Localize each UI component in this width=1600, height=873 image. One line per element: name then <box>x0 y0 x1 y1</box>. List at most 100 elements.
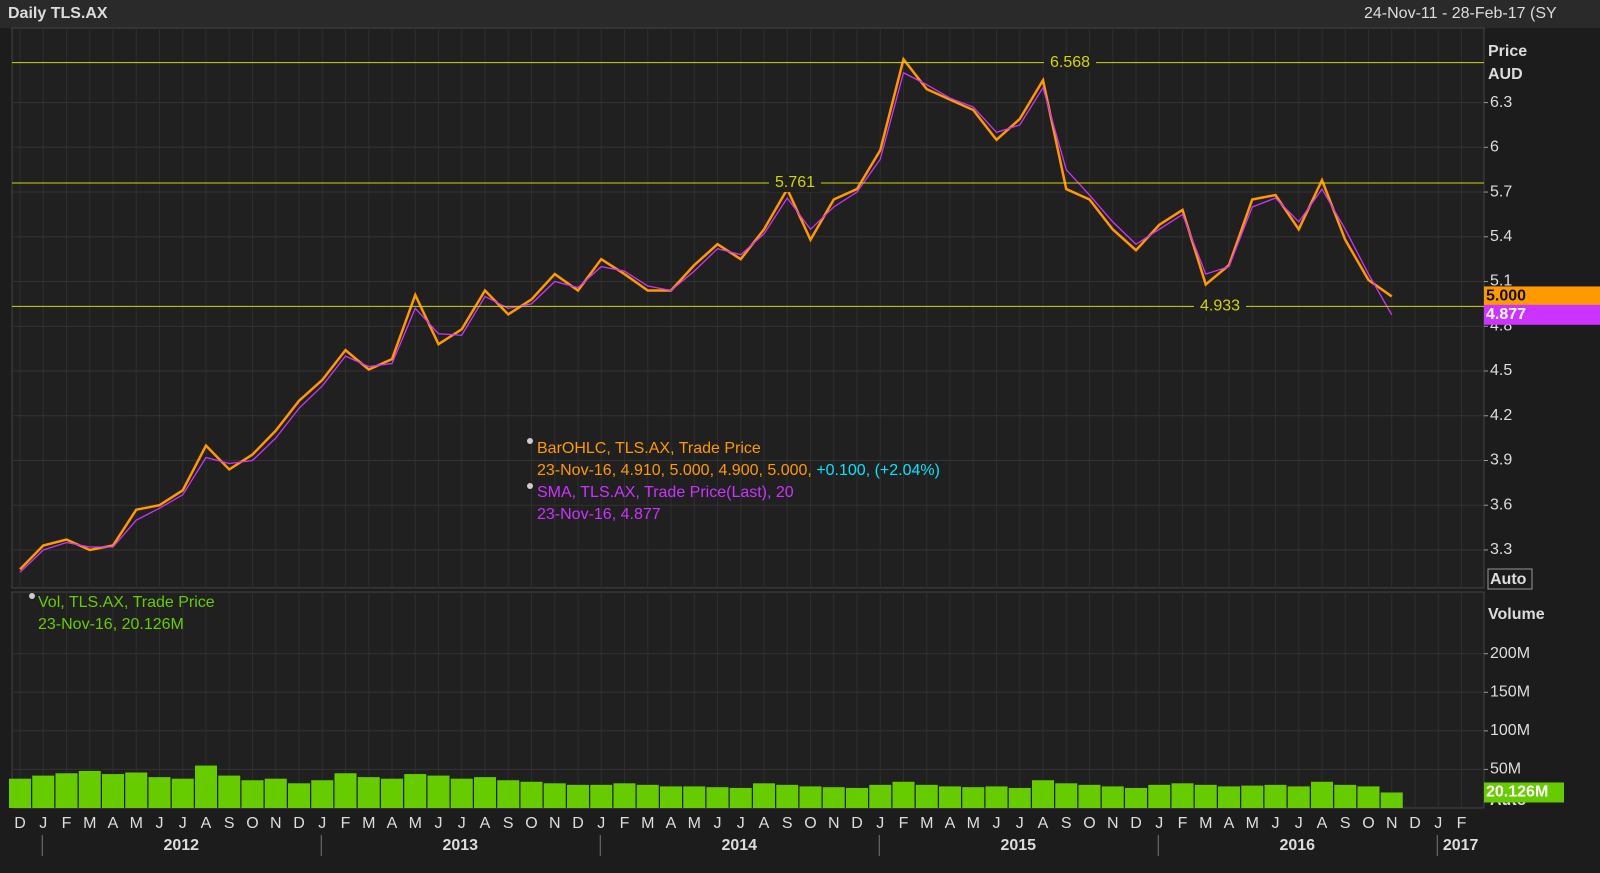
reference-label: 5.761 <box>775 174 815 191</box>
x-year-label: 2017 <box>1443 837 1479 854</box>
x-month-label: D <box>293 815 305 832</box>
last-value-label: 20.126M <box>1486 784 1548 801</box>
volume-bar <box>729 787 752 808</box>
auto-button-label[interactable]: Auto <box>1490 571 1527 588</box>
y-tick-label: 3.9 <box>1490 452 1512 469</box>
last-value-label: 4.877 <box>1486 306 1526 323</box>
x-year-label: 2015 <box>1000 837 1036 854</box>
x-month-label: J <box>39 815 47 832</box>
x-month-label: A <box>1317 815 1328 832</box>
y-tick-label: 50M <box>1490 761 1521 778</box>
volume-bar <box>9 778 31 808</box>
volume-bar <box>195 765 217 808</box>
y-axis-title: Volume <box>1488 606 1545 623</box>
x-month-label: O <box>246 815 258 832</box>
x-month-label: F <box>341 815 351 832</box>
volume-bar <box>1008 787 1031 808</box>
x-month-label: F <box>899 815 909 832</box>
volume-bar <box>869 784 892 808</box>
volume-bar <box>1125 787 1147 808</box>
x-month-label: J <box>156 815 164 832</box>
x-month-label: F <box>620 815 630 832</box>
volume-bar <box>706 787 729 808</box>
x-month-label: A <box>666 815 677 832</box>
legend-icon[interactable] <box>29 593 35 599</box>
x-month-label: N <box>1386 815 1398 832</box>
x-year-label: 2014 <box>721 837 757 854</box>
volume-bar <box>125 772 148 808</box>
legend-name: BarOHLC, TLS.AX, Trade Price <box>537 440 761 457</box>
reference-label-bg <box>1044 53 1096 72</box>
reference-label-bg <box>1194 297 1246 316</box>
x-month-label: M <box>920 815 933 832</box>
volume-bar <box>497 780 520 808</box>
volume-pane <box>11 591 1485 809</box>
x-month-label: F <box>62 815 72 832</box>
legend-name: Vol, TLS.AX, Trade Price <box>38 594 215 611</box>
volume-bar <box>264 778 287 808</box>
x-month-label: J <box>1272 815 1280 832</box>
x-month-label: N <box>549 815 561 832</box>
x-month-label: N <box>1107 815 1119 832</box>
volume-bar <box>892 781 915 808</box>
y-tick-label: 4.5 <box>1490 362 1512 379</box>
x-year-label: 2013 <box>442 837 478 854</box>
x-month-label: O <box>804 815 816 832</box>
x-month-label: S <box>224 815 235 832</box>
volume-bar <box>683 786 706 808</box>
volume-bar <box>1311 781 1333 808</box>
title-bar <box>0 0 1600 28</box>
legend-detail-part: 23-Nov-16, 4.910, 5.000, 4.900, 5.000, <box>537 462 816 479</box>
volume-bar <box>915 784 938 808</box>
volume-bar <box>636 784 659 808</box>
volume-bar <box>32 775 55 808</box>
volume-bar <box>567 784 589 808</box>
x-month-label: A <box>759 815 770 832</box>
y-tick-label: 4.2 <box>1490 407 1512 424</box>
volume-bar <box>78 770 101 808</box>
volume-bar <box>1380 792 1403 808</box>
volume-bar <box>985 786 1008 808</box>
reference-label: 4.933 <box>1200 298 1240 315</box>
volume-bar <box>799 786 822 808</box>
legend-icon[interactable] <box>527 483 533 489</box>
x-month-label: D <box>1130 815 1142 832</box>
x-month-label: M <box>130 815 143 832</box>
volume-bar <box>822 787 845 808</box>
legend-icon[interactable] <box>527 438 533 444</box>
volume-bar <box>148 777 171 808</box>
volume-bar <box>450 778 473 808</box>
volume-bar <box>1194 784 1217 808</box>
y-tick-label: 5.1 <box>1490 273 1512 290</box>
y-tick-label: 5.7 <box>1490 183 1512 200</box>
volume-bar <box>1148 784 1171 808</box>
x-month-label: D <box>572 815 584 832</box>
volume-bar <box>102 774 124 808</box>
volume-bar <box>846 787 868 808</box>
y-tick-label: 200M <box>1490 645 1530 662</box>
x-month-label: M <box>641 815 654 832</box>
x-month-label: O <box>525 815 537 832</box>
x-month-label: J <box>737 815 745 832</box>
reference-label: 6.568 <box>1050 54 1090 71</box>
x-month-label: D <box>851 815 863 832</box>
x-month-label: D <box>14 815 26 832</box>
auto-button[interactable] <box>1487 568 1533 590</box>
x-month-label: A <box>1224 815 1235 832</box>
legend-name: SMA, TLS.AX, Trade Price(Last), 20 <box>537 484 794 501</box>
x-month-label: M <box>83 815 96 832</box>
volume-bar <box>474 777 496 808</box>
volume-bar <box>520 781 543 808</box>
volume-bar <box>357 777 380 808</box>
volume-bar <box>404 774 427 808</box>
x-month-label: J <box>1016 815 1024 832</box>
volume-bar <box>753 783 775 808</box>
x-month-label: J <box>435 815 443 832</box>
grid <box>12 28 1484 808</box>
volume-bar <box>381 778 403 808</box>
volume-bar <box>1264 784 1287 808</box>
last-value-label: 5.000 <box>1486 288 1526 305</box>
volume-bar <box>660 786 682 808</box>
x-month-label: J <box>714 815 722 832</box>
x-month-label: S <box>1061 815 1072 832</box>
